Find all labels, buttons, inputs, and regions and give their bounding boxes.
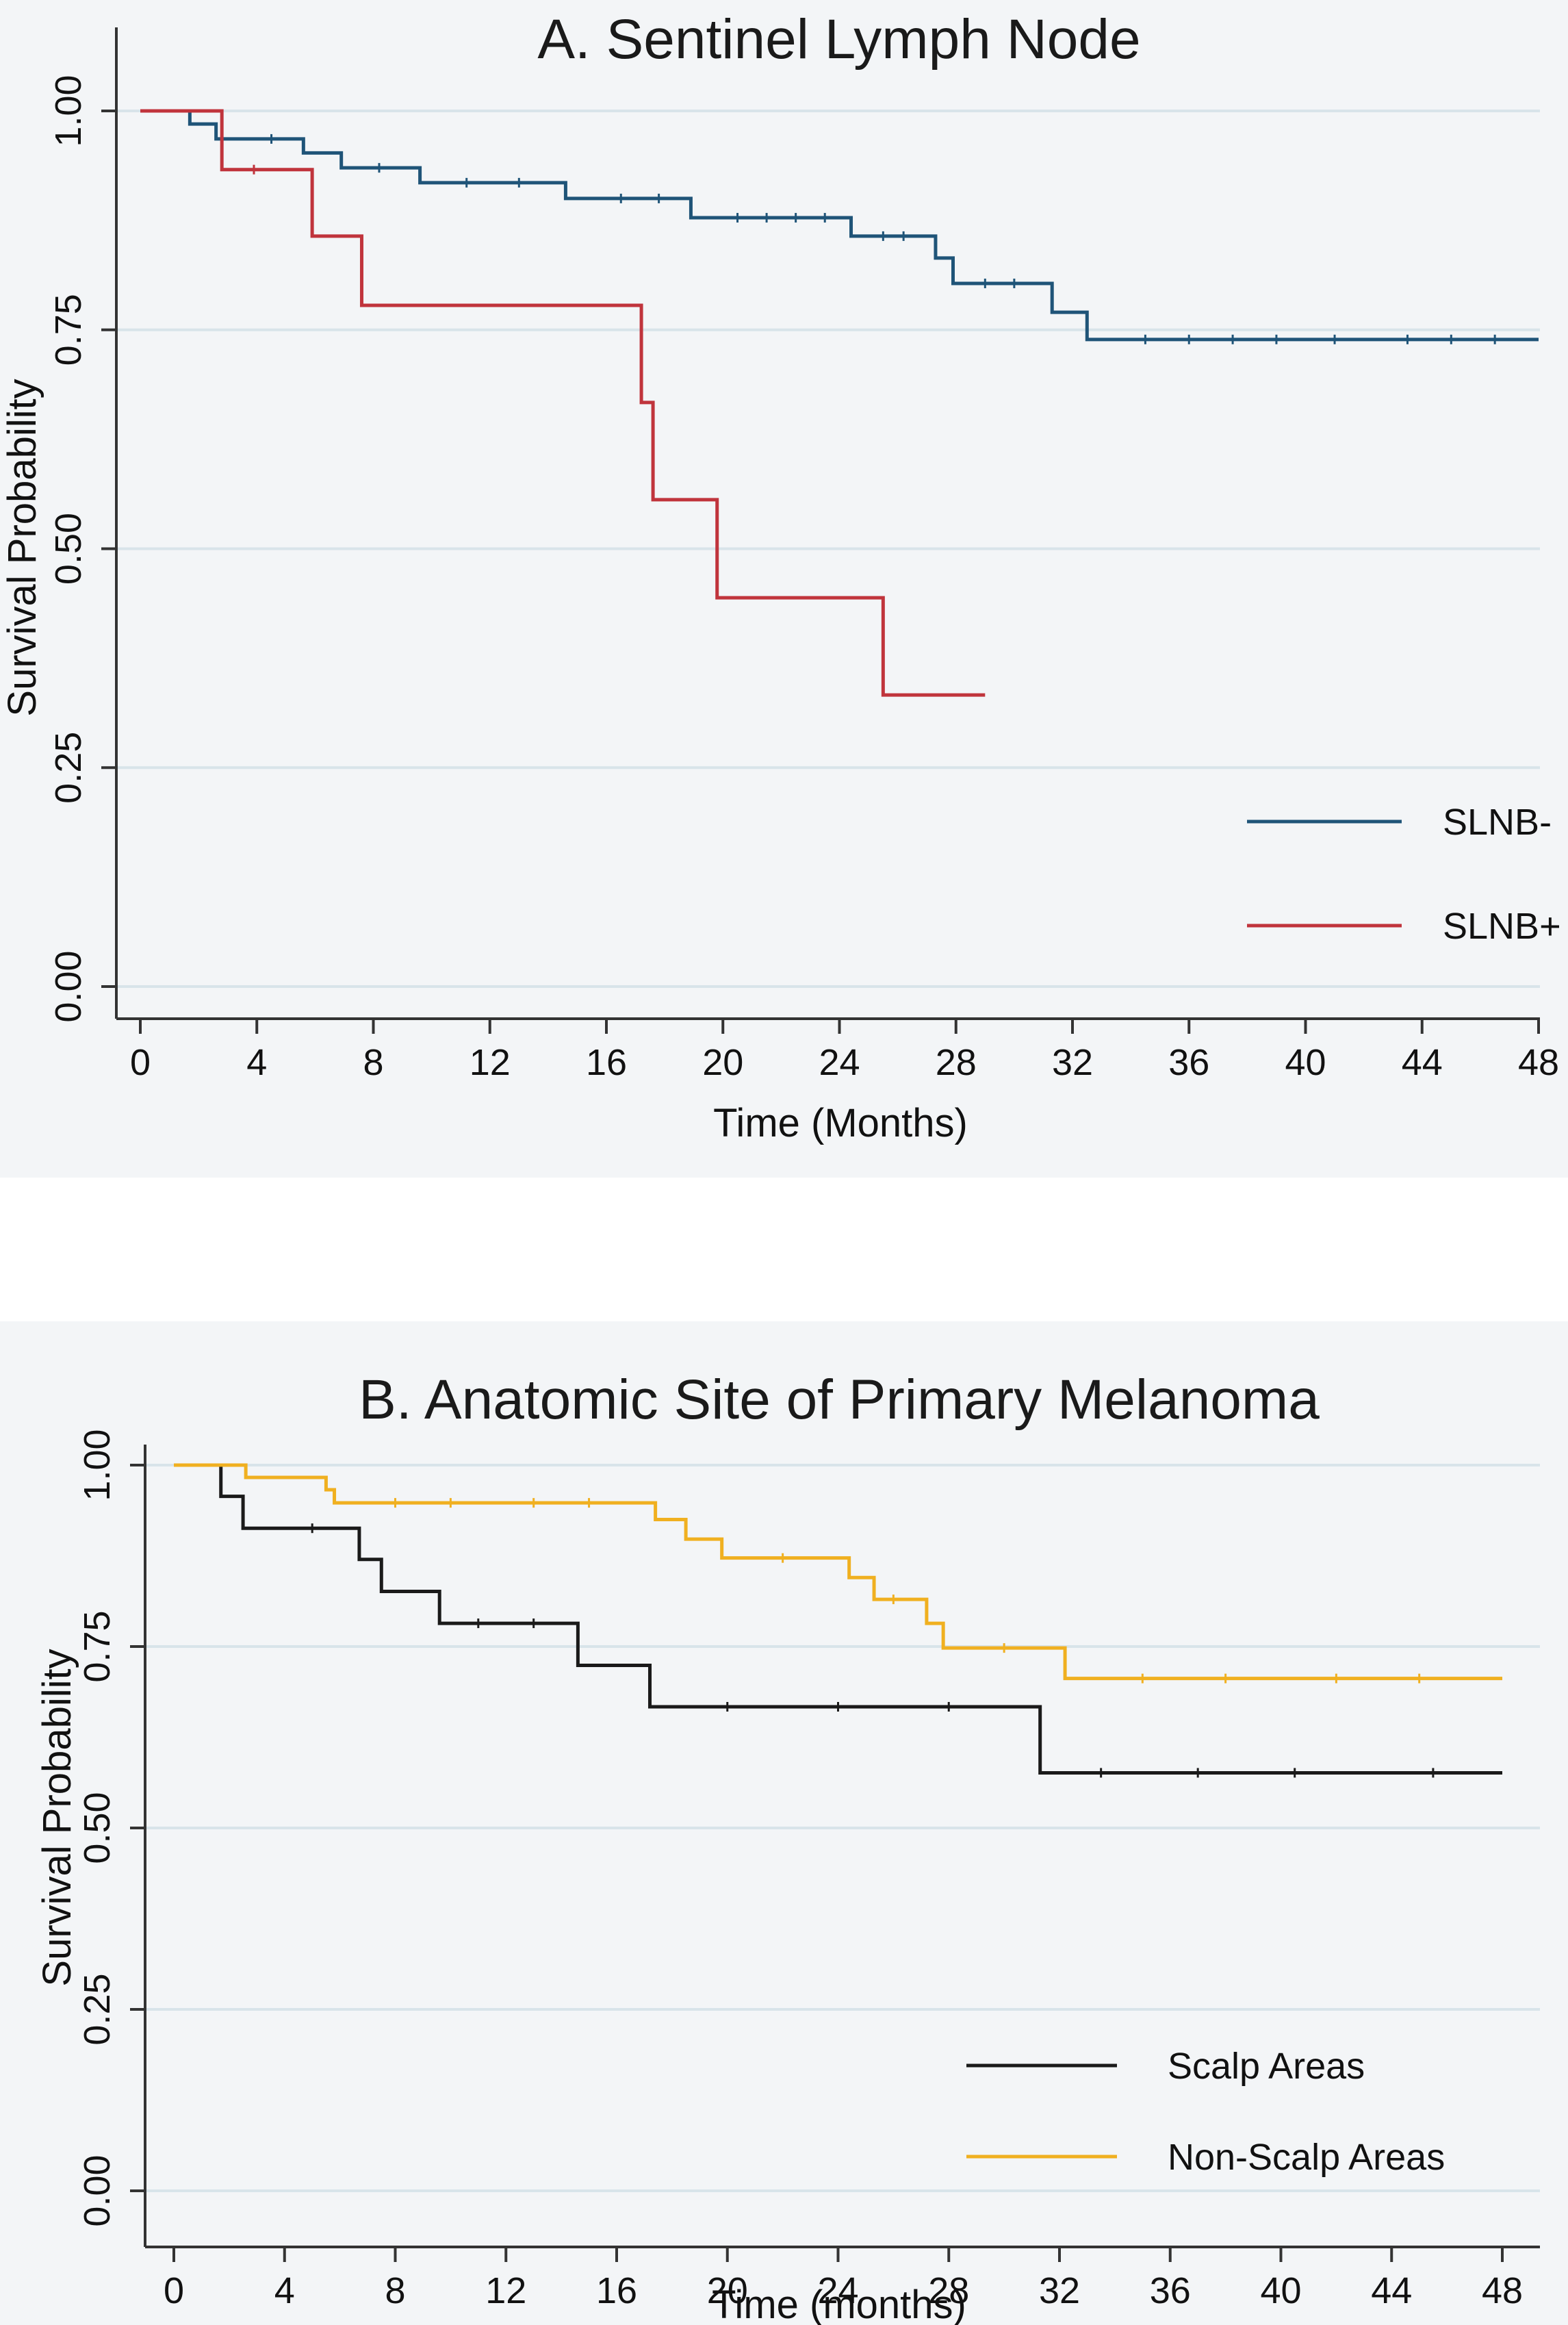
x-tick-label: 16 [596, 2270, 637, 2311]
y-axis-title: Survival Probability [35, 1649, 79, 1986]
y-tick-label: 0.00 [48, 950, 89, 1022]
y-tick-label: 0.25 [48, 732, 89, 804]
survival-curve-slnb [140, 109, 1539, 342]
x-tick-label: 32 [1039, 2270, 1080, 2311]
y-axis-title: Survival Probability [0, 379, 44, 716]
legend-label: Scalp Areas [1168, 2046, 1365, 2087]
survival-curve-scalp-areas [174, 1463, 1502, 1775]
survival-curve-slnb [140, 109, 986, 697]
x-tick-label: 12 [470, 1042, 511, 1083]
survival-curve-non-scalp-areas [174, 1463, 1502, 1681]
x-axis-title: Time (Months) [713, 1101, 968, 1145]
y-tick-label: 0.25 [77, 1973, 118, 2045]
x-tick-label: 20 [702, 1042, 743, 1083]
x-tick-label: 24 [817, 2270, 858, 2311]
y-tick-label: 0.50 [48, 513, 89, 585]
x-tick-label: 0 [130, 1042, 151, 1083]
x-tick-label: 32 [1052, 1042, 1093, 1083]
x-tick-label: 8 [385, 2270, 405, 2311]
x-tick-label: 40 [1260, 2270, 1301, 2311]
chart-panel-a: A. Sentinel Lymph Node 0.00 0.25 0.50 0.75 1.… [0, 8, 1561, 1145]
x-tick-label: 28 [928, 2270, 969, 2311]
x-tick-label: 12 [485, 2270, 526, 2311]
legend-label: SLNB+ [1443, 906, 1561, 947]
x-tick-label: 48 [1518, 1042, 1559, 1083]
x-tick-label: 16 [586, 1042, 627, 1083]
chart-title: B. Anatomic Site of Primary Melanoma [359, 1369, 1320, 1431]
x-tick-label: 44 [1371, 2270, 1412, 2311]
x-axis-title: Time (months) [712, 2283, 966, 2325]
y-tick-label: 0.75 [48, 294, 89, 366]
legend-label: SLNB- [1443, 802, 1552, 843]
x-tick-label: 20 [707, 2270, 748, 2311]
x-tick-label: 36 [1150, 2270, 1191, 2311]
chart-panel-b: B. Anatomic Site of Primary Melanoma 0.00… [35, 1369, 1540, 2325]
y-tick-label: 0.75 [77, 1610, 118, 1682]
x-tick-label: 8 [363, 1042, 383, 1083]
x-tick-label: 0 [164, 2270, 184, 2311]
x-tick-label: 4 [274, 2270, 295, 2311]
x-tick-label: 40 [1285, 1042, 1326, 1083]
y-tick-label: 1.00 [48, 75, 89, 147]
x-tick-label: 44 [1402, 1042, 1443, 1083]
x-tick-label: 36 [1168, 1042, 1209, 1083]
chart-title: A. Sentinel Lymph Node [537, 8, 1140, 71]
y-tick-label: 0.50 [77, 1792, 118, 1864]
y-tick-label: 0.00 [77, 2155, 118, 2226]
x-tick-label: 24 [819, 1042, 860, 1083]
x-tick-label: 4 [246, 1042, 267, 1083]
panel-b-background [0, 1321, 1568, 2325]
panel-a-background [0, 0, 1568, 1178]
legend-label: Non-Scalp Areas [1168, 2137, 1445, 2178]
x-tick-label: 48 [1482, 2270, 1523, 2311]
x-tick-label: 28 [936, 1042, 977, 1083]
y-tick-label: 1.00 [77, 1429, 118, 1501]
